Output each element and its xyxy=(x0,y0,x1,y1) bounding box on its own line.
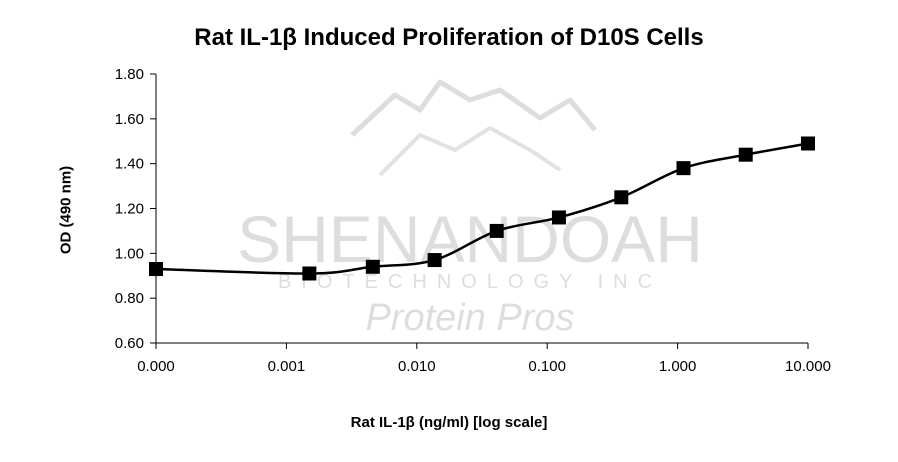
data-point-marker xyxy=(551,210,566,225)
y-tick-label: 1.20 xyxy=(115,201,144,218)
x-tick-label: 0.010 xyxy=(398,358,436,375)
x-tick-label: 10.000 xyxy=(785,358,831,375)
y-tick-label: 1.80 xyxy=(115,66,144,83)
series-line xyxy=(155,142,809,275)
x-tick-label: 0.100 xyxy=(528,358,566,375)
watermark-mountain-icon xyxy=(350,79,597,137)
watermark-logo: SHENANDOAH BIOTECHNOLOGY INC Protein Pro… xyxy=(237,79,703,339)
data-point-marker xyxy=(365,259,380,274)
x-axis-label: Rat IL-1β (ng/ml) [log scale] xyxy=(350,414,548,431)
data-point-marker xyxy=(801,136,815,151)
watermark-subtitle: BIOTECHNOLOGY INC xyxy=(278,271,662,293)
x-tick-label: 0.001 xyxy=(268,358,306,375)
watermark-tagline: Protein Pros xyxy=(365,297,574,339)
data-point-marker xyxy=(738,147,753,162)
data-point-marker xyxy=(614,190,629,205)
data-point-marker xyxy=(427,253,442,268)
y-tick-label: 0.80 xyxy=(115,290,144,307)
data-point-marker xyxy=(489,223,504,238)
y-tick-label: 1.60 xyxy=(115,111,144,128)
x-tick-label: 0.000 xyxy=(137,358,175,375)
y-tick-label: 1.40 xyxy=(115,156,144,173)
data-point-marker xyxy=(302,266,317,281)
watermark-mountain-ridge xyxy=(378,126,562,177)
data-point-marker xyxy=(676,161,691,176)
axes: 0.60 0.80 1.00 1.20 1.40 1.60 1.80 0.000 0.001 0.… xyxy=(115,66,831,375)
chart-title: Rat IL-1β Induced Proliferation of D10S … xyxy=(194,24,704,51)
y-tick-label: 1.00 xyxy=(115,245,144,262)
series-layer xyxy=(149,136,815,281)
y-tick-label: 0.60 xyxy=(115,335,144,352)
x-tick-label: 1.000 xyxy=(659,358,697,375)
y-axis-label: OD (490 nm) xyxy=(57,165,75,255)
watermark-company: SHENANDOAH xyxy=(237,202,703,276)
data-point-marker xyxy=(149,262,163,277)
